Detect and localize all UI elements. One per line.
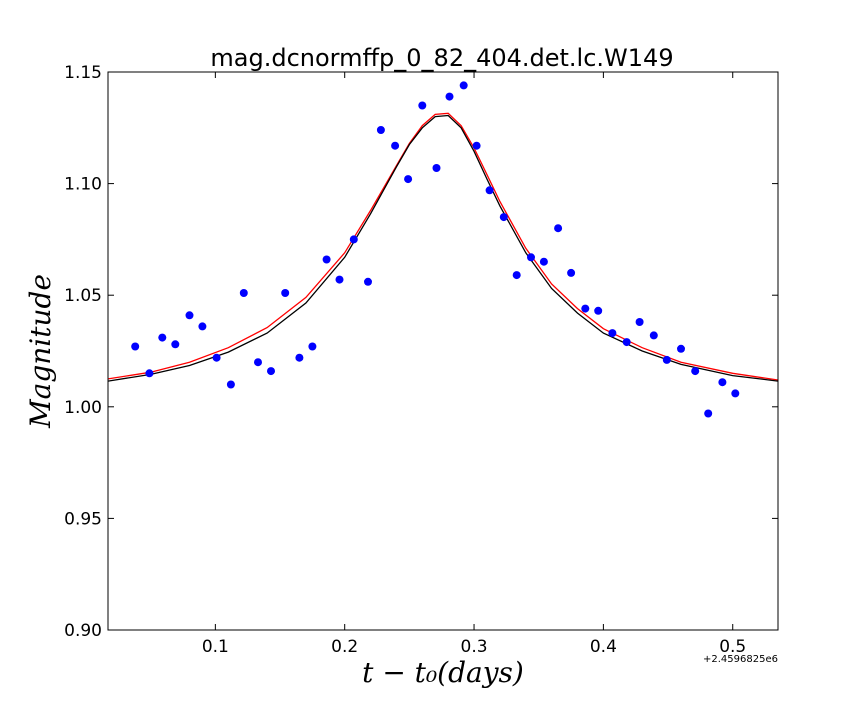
data-point [594, 306, 603, 315]
data-point [376, 126, 385, 134]
x-offset-label: +2.4596825e6 [703, 654, 778, 665]
x-tick-label: 0.2 [331, 637, 358, 657]
data-point [295, 353, 304, 362]
x-tick-label: 0.1 [202, 637, 229, 657]
data-point [145, 369, 154, 378]
axis-ticks: 0.1 0.2 0.3 0.4 0.5 0.90 0.95 1.00 1.05 1.10 1.15 [64, 63, 778, 657]
y-tick-label: 0.90 [64, 621, 102, 641]
model-curve-2 [108, 114, 778, 382]
data-point [322, 255, 331, 264]
data-point [445, 92, 454, 101]
y-tick-label: 1.00 [64, 398, 102, 418]
y-axis-label: Magnitude [24, 274, 57, 429]
data-point [404, 175, 413, 184]
chart-title: mag.dcnormffp_0_82_404.det.lc.W149 [210, 44, 673, 72]
data-point [239, 289, 248, 297]
data-point [662, 355, 671, 364]
y-tick-label: 1.05 [64, 286, 102, 306]
data-point [704, 409, 713, 418]
y-tick-label: 0.95 [64, 509, 102, 529]
data-point [472, 141, 481, 150]
y-tick-label: 1.15 [64, 63, 102, 83]
data-point [459, 81, 468, 90]
data-point [391, 141, 400, 150]
data-point [718, 378, 727, 387]
data-point [267, 367, 275, 376]
data-point [418, 101, 427, 110]
data-point [527, 253, 535, 262]
plot-frame [107, 71, 779, 631]
data-point [254, 358, 262, 367]
data-point [158, 333, 167, 342]
data-point [198, 322, 207, 331]
x-axis-label: t − t₀(days) [362, 656, 524, 689]
data-point [185, 311, 194, 320]
data-point [335, 275, 344, 284]
model-curve-1 [108, 112, 778, 381]
plot-area [108, 81, 778, 418]
data-point [131, 342, 140, 351]
data-point [512, 271, 521, 280]
data-point [539, 257, 548, 266]
data-point [212, 353, 221, 362]
data-point [308, 342, 317, 351]
data-point [364, 277, 372, 286]
x-tick-label: 0.4 [590, 637, 617, 657]
data-point [608, 329, 617, 338]
data-point [226, 380, 235, 389]
y-tick-label: 1.10 [64, 175, 102, 195]
data-point [281, 289, 290, 297]
x-tick-label: 0.5 [719, 637, 746, 657]
data-point [171, 340, 180, 349]
data-point [499, 213, 508, 222]
data-point [622, 338, 631, 347]
data-point [691, 367, 700, 376]
data-point [432, 164, 441, 172]
data-point [581, 304, 590, 313]
x-tick-label: 0.3 [461, 637, 488, 657]
data-point [649, 331, 658, 340]
data-point [485, 186, 494, 195]
data-point [349, 235, 358, 244]
data-point [731, 389, 740, 398]
data-point [635, 318, 644, 326]
data-point [567, 268, 576, 277]
data-point [554, 224, 563, 233]
data-point [677, 344, 685, 353]
